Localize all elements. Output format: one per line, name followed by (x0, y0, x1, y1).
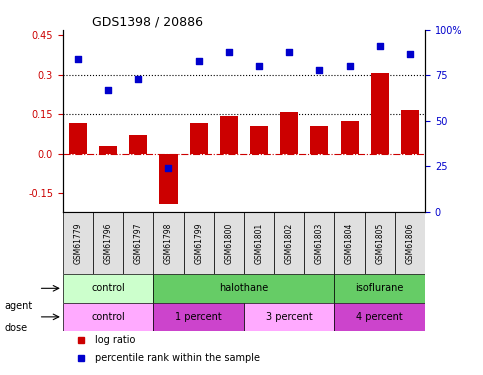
Text: GSM61796: GSM61796 (103, 222, 113, 264)
Text: control: control (91, 312, 125, 322)
Point (104, 87, 112, 93)
Text: GSM61801: GSM61801 (255, 222, 264, 264)
FancyBboxPatch shape (154, 303, 244, 331)
FancyBboxPatch shape (244, 212, 274, 274)
Bar (250, 126, 268, 154)
Text: isoflurane: isoflurane (355, 284, 404, 293)
Bar (341, 121, 358, 154)
FancyBboxPatch shape (184, 212, 213, 274)
FancyBboxPatch shape (123, 212, 154, 274)
Point (406, 51, 414, 57)
Bar (371, 74, 389, 154)
FancyBboxPatch shape (365, 212, 395, 274)
FancyBboxPatch shape (244, 303, 335, 331)
Text: GSM61800: GSM61800 (224, 222, 233, 264)
Point (315, 67, 323, 73)
FancyBboxPatch shape (63, 303, 154, 331)
Text: 3 percent: 3 percent (266, 312, 313, 322)
Text: GSM61806: GSM61806 (405, 222, 414, 264)
Point (134, 76, 142, 82)
Text: GSM61799: GSM61799 (194, 222, 203, 264)
Text: percentile rank within the sample: percentile rank within the sample (96, 353, 260, 363)
FancyBboxPatch shape (154, 274, 335, 303)
Text: GSM61779: GSM61779 (73, 222, 83, 264)
Bar (159, 154, 178, 204)
Text: GSM61805: GSM61805 (375, 222, 384, 264)
Point (225, 49, 233, 55)
Text: GSM61798: GSM61798 (164, 222, 173, 264)
FancyBboxPatch shape (93, 212, 123, 274)
Bar (311, 126, 328, 154)
FancyBboxPatch shape (395, 212, 425, 274)
Point (346, 63, 354, 69)
Text: 4 percent: 4 percent (356, 312, 403, 322)
FancyBboxPatch shape (63, 212, 93, 274)
FancyBboxPatch shape (335, 274, 425, 303)
Text: GSM61802: GSM61802 (284, 222, 294, 264)
Point (255, 63, 263, 69)
Bar (401, 110, 419, 154)
FancyBboxPatch shape (334, 212, 365, 274)
Point (165, 165, 172, 171)
Text: 1 percent: 1 percent (175, 312, 222, 322)
FancyBboxPatch shape (304, 212, 334, 274)
Text: control: control (91, 284, 125, 293)
Point (285, 49, 293, 55)
Bar (99, 146, 117, 154)
Text: GDS1398 / 20886: GDS1398 / 20886 (92, 16, 203, 29)
FancyBboxPatch shape (335, 303, 425, 331)
Bar (129, 135, 147, 154)
Text: GSM61804: GSM61804 (345, 222, 354, 264)
Text: GSM61797: GSM61797 (134, 222, 143, 264)
Text: log ratio: log ratio (96, 335, 136, 345)
Bar (69, 123, 87, 154)
Text: halothane: halothane (219, 284, 269, 293)
Point (195, 58, 202, 64)
FancyBboxPatch shape (63, 274, 154, 303)
Text: agent: agent (5, 301, 33, 310)
Point (74, 56, 82, 62)
Bar (189, 123, 208, 154)
Bar (220, 116, 238, 154)
FancyBboxPatch shape (274, 212, 304, 274)
Point (376, 44, 384, 50)
FancyBboxPatch shape (154, 212, 184, 274)
Text: GSM61803: GSM61803 (315, 222, 324, 264)
FancyBboxPatch shape (213, 212, 244, 274)
Text: dose: dose (5, 323, 28, 333)
Bar (280, 112, 298, 154)
